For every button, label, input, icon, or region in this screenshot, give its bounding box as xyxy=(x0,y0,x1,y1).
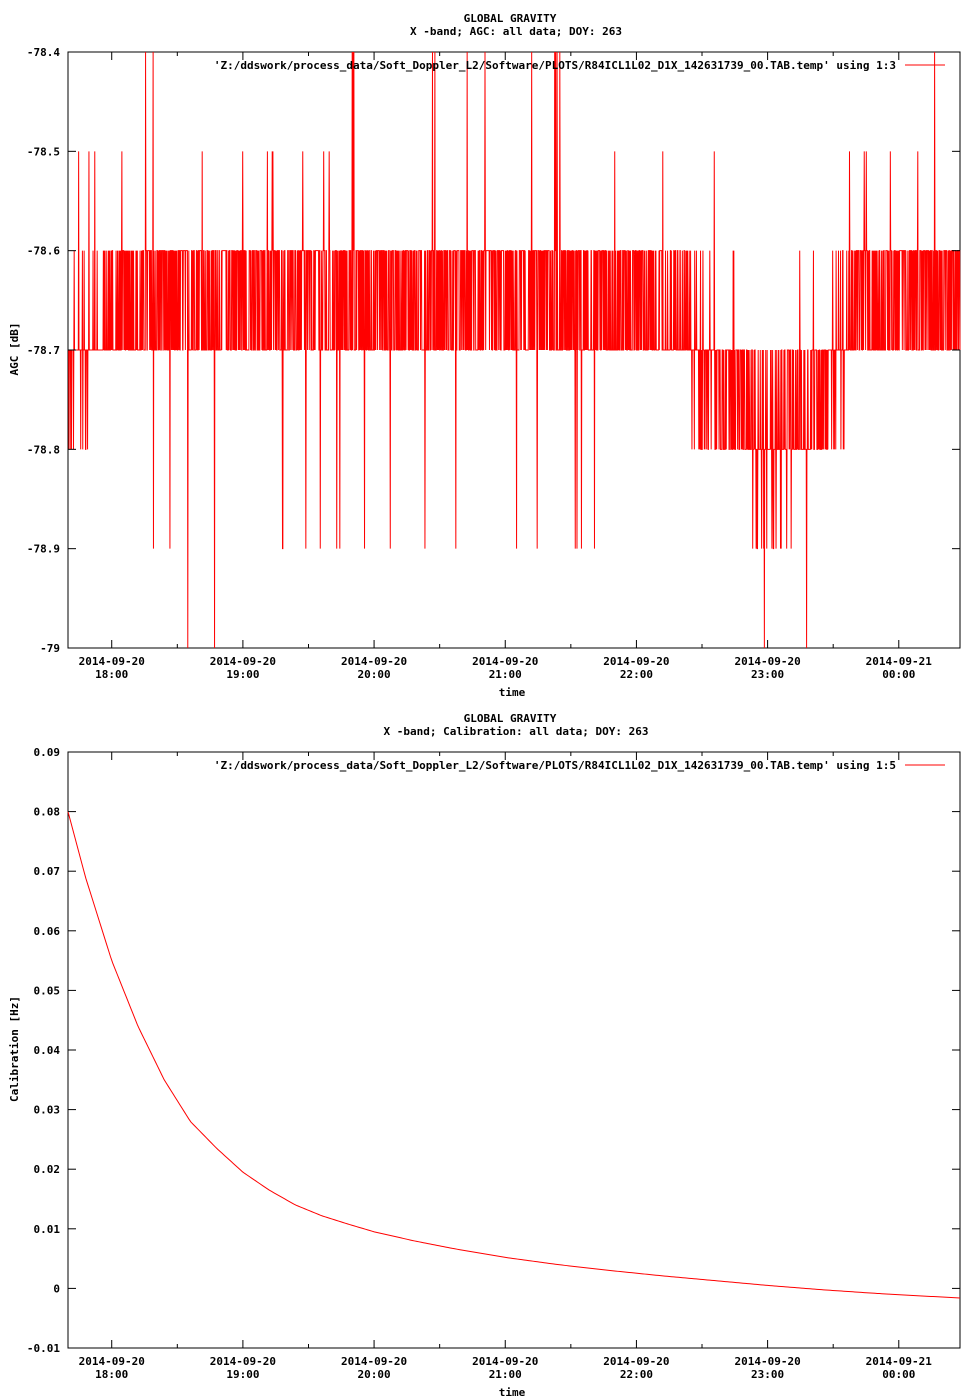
y-tick-label: -78.7 xyxy=(27,344,60,357)
x-tick-date: 2014-09-20 xyxy=(603,1355,669,1368)
plot-area xyxy=(67,51,961,649)
x-tick-date: 2014-09-20 xyxy=(603,655,669,668)
legend-label: 'Z:/ddswork/process_data/Soft_Doppler_L2… xyxy=(214,59,896,72)
x-tick-time: 19:00 xyxy=(226,668,259,681)
y-tick-label: 0 xyxy=(53,1282,60,1295)
y-tick-label: 0.08 xyxy=(34,806,61,819)
axis-ticks: -78.4 -78.5 -78.6 -78.7 -78.8 -78.9 -79 2014-09… xyxy=(27,46,960,681)
y-tick-label: 0.03 xyxy=(34,1104,61,1117)
series-line xyxy=(68,51,961,649)
x-tick-time: 23:00 xyxy=(751,668,784,681)
y-tick-label: 0.05 xyxy=(34,984,61,997)
x-tick-date: 2014-09-20 xyxy=(210,655,276,668)
axis-ticks: 0.09 0.08 0.07 0.06 0.05 0.04 0.03 0.02 0.01 0 -0.… xyxy=(27,746,960,1381)
chart-subtitle: X -band; Calibration: all data; DOY: 263 xyxy=(384,725,649,738)
agc-chart: GLOBAL GRAVITY X -band; AGC: all data; D… xyxy=(8,12,961,699)
x-tick-time: 19:00 xyxy=(226,1368,259,1381)
y-tick-label: -78.5 xyxy=(27,145,60,158)
x-tick-date: 2014-09-20 xyxy=(210,1355,276,1368)
x-tick-time: 18:00 xyxy=(95,668,128,681)
series-line xyxy=(67,811,961,1299)
y-tick-label: 0.09 xyxy=(34,746,61,759)
y-tick-label: -78.9 xyxy=(27,543,60,556)
y-tick-label: 0.01 xyxy=(34,1223,61,1236)
x-tick-date: 2014-09-20 xyxy=(79,655,145,668)
x-tick-time: 00:00 xyxy=(882,668,915,681)
y-axis-label: AGC [dB] xyxy=(8,323,21,376)
x-tick-time: 18:00 xyxy=(95,1368,128,1381)
chart-subtitle: X -band; AGC: all data; DOY: 263 xyxy=(410,25,622,38)
x-tick-date: 2014-09-20 xyxy=(734,655,800,668)
x-tick-date: 2014-09-21 xyxy=(866,1355,933,1368)
chart-title: GLOBAL GRAVITY xyxy=(464,12,557,25)
x-axis-label: time xyxy=(499,1386,526,1399)
y-tick-label: -78.4 xyxy=(27,46,60,59)
x-tick-date: 2014-09-20 xyxy=(341,1355,407,1368)
x-tick-time: 22:00 xyxy=(620,668,653,681)
x-tick-date: 2014-09-20 xyxy=(341,655,407,668)
x-tick-date: 2014-09-21 xyxy=(866,655,933,668)
x-tick-time: 23:00 xyxy=(751,1368,784,1381)
x-tick-date: 2014-09-20 xyxy=(472,655,538,668)
y-tick-label: 0.06 xyxy=(34,925,61,938)
x-tick-time: 20:00 xyxy=(358,1368,391,1381)
y-tick-label: -78.8 xyxy=(27,443,60,456)
legend-label: 'Z:/ddswork/process_data/Soft_Doppler_L2… xyxy=(214,759,896,772)
x-tick-date: 2014-09-20 xyxy=(734,1355,800,1368)
plot-area xyxy=(67,751,961,1349)
chart-title: GLOBAL GRAVITY xyxy=(464,712,557,725)
x-axis-label: time xyxy=(499,686,526,699)
x-tick-time: 00:00 xyxy=(882,1368,915,1381)
calibration-chart: GLOBAL GRAVITY X -band; Calibration: all… xyxy=(8,712,961,1399)
x-tick-date: 2014-09-20 xyxy=(79,1355,145,1368)
y-tick-label: 0.02 xyxy=(34,1163,61,1176)
x-tick-time: 22:00 xyxy=(620,1368,653,1381)
y-tick-label: 0.04 xyxy=(34,1044,61,1057)
x-tick-time: 20:00 xyxy=(358,668,391,681)
x-tick-date: 2014-09-20 xyxy=(472,1355,538,1368)
y-tick-label: -79 xyxy=(40,642,60,655)
y-tick-label: 0.07 xyxy=(34,865,61,878)
x-tick-time: 21:00 xyxy=(489,668,522,681)
y-tick-label: -0.01 xyxy=(27,1342,60,1355)
x-tick-time: 21:00 xyxy=(489,1368,522,1381)
y-axis-label: Calibration [Hz] xyxy=(8,996,21,1102)
y-tick-label: -78.6 xyxy=(27,245,60,258)
